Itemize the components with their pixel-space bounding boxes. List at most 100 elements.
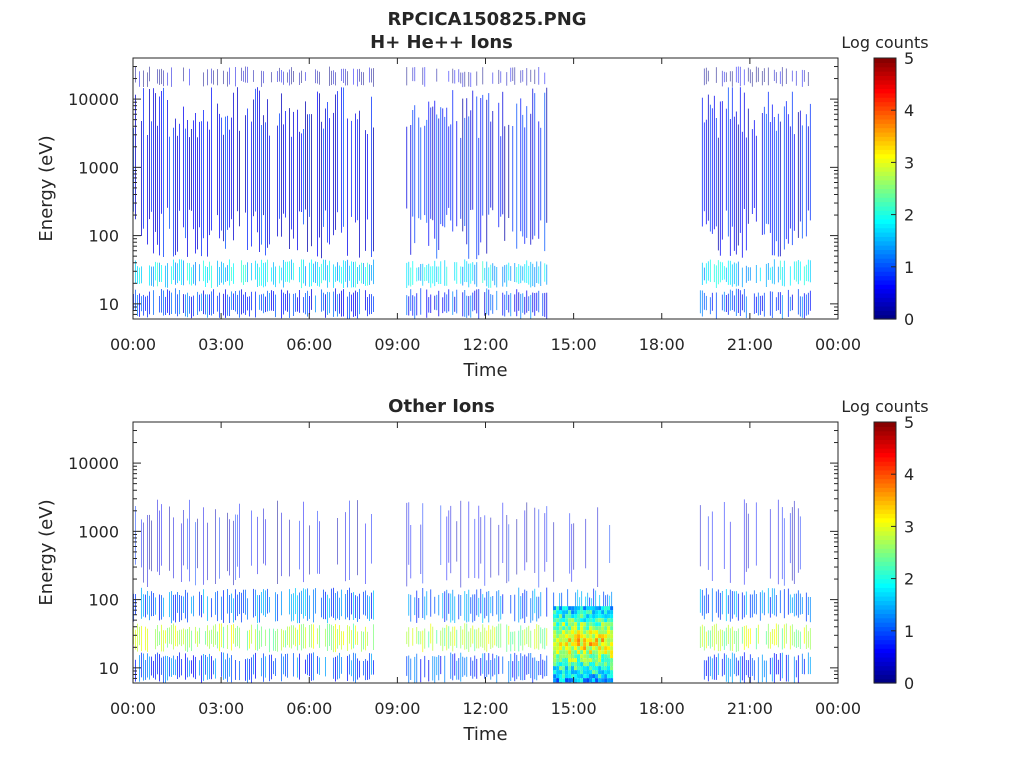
colorbar-segment [874, 435, 896, 440]
colorbar-segment [874, 88, 896, 94]
burst-cell [553, 662, 557, 667]
spectrogram-cell [257, 624, 258, 651]
spectrogram-cell [486, 660, 488, 677]
spectrogram-cell [249, 296, 250, 317]
spectrogram-cell [492, 294, 494, 314]
spectrogram-cell [779, 71, 781, 84]
burst-cell [592, 634, 596, 639]
spectrogram-cell [241, 289, 242, 315]
spectrogram-cell [275, 294, 276, 318]
burst-cell [610, 638, 614, 643]
colorbar-segment [874, 543, 896, 549]
spectrogram-cell [498, 524, 500, 576]
colorbar-segment [874, 469, 896, 475]
spectrogram-cell [287, 653, 288, 678]
spectrogram-cell [337, 262, 338, 281]
spectrogram-cell [492, 653, 494, 677]
burst-cell [574, 670, 578, 675]
spectrogram-cell [450, 505, 452, 574]
spectrogram-cell [719, 592, 721, 620]
spectrogram-cell [422, 67, 424, 85]
burst-cell [592, 678, 596, 683]
spectrogram-cell [779, 292, 781, 314]
spectrogram-cell [789, 594, 791, 614]
spectrogram-cell [430, 589, 432, 617]
spectrogram-cell [791, 597, 793, 613]
spectrogram-cell [189, 660, 190, 677]
burst-cell [568, 670, 572, 675]
spectrogram-cell [486, 630, 488, 652]
spectrogram-cell [319, 657, 320, 675]
spectrogram-cell [161, 289, 162, 313]
burst-cell [559, 670, 563, 675]
spectrogram-cell [157, 499, 158, 572]
spectrogram-cell [343, 631, 344, 646]
spectrogram-cell [534, 267, 536, 288]
spectrogram-cell [526, 502, 528, 563]
burst-cell [565, 662, 569, 667]
burst-cell [562, 610, 566, 615]
spectrogram-cell [271, 654, 272, 680]
burst-cell [583, 674, 587, 679]
spectrogram-cell [165, 265, 166, 288]
burst-cell [577, 638, 581, 643]
burst-cell [598, 606, 602, 611]
spectrogram-cell [269, 628, 270, 653]
spectrogram-cell [291, 67, 292, 85]
burst-cell [574, 634, 578, 639]
spectrogram-cell [225, 659, 226, 679]
spectrogram-cell [779, 653, 781, 681]
colorbar-segment [874, 179, 896, 185]
spectrogram-cell [159, 69, 160, 85]
burst-cell [559, 638, 563, 643]
spectrogram-cell [540, 654, 542, 675]
y-tick-label: 10000 [68, 90, 119, 109]
spectrogram-cell [141, 296, 142, 312]
spectrogram-cell [203, 72, 204, 87]
burst-cell [595, 678, 599, 683]
spectrogram-cell [530, 69, 532, 82]
burst-cell [574, 654, 578, 659]
x-tick-label: 00:00 [815, 335, 861, 354]
colorbar-segment [874, 665, 896, 671]
spectrogram-cell [333, 657, 334, 679]
spectrogram-cell [287, 261, 288, 282]
burst-cell [583, 666, 587, 671]
burst-cell [571, 658, 575, 663]
spectrogram-cell [333, 291, 334, 317]
spectrogram-cell [359, 264, 360, 281]
burst-cell [556, 654, 560, 659]
burst-cell [586, 666, 590, 671]
spectrogram-cell [219, 267, 220, 285]
spectrogram-cell [753, 660, 755, 681]
spectrogram-cell [309, 625, 310, 648]
spectrogram-cell [699, 505, 701, 567]
spectrogram-cell [494, 627, 496, 646]
spectrogram-cell [251, 510, 252, 566]
spectrogram-cell [767, 588, 769, 614]
burst-cell [610, 650, 614, 655]
spectrogram-cell [803, 658, 805, 675]
colorbar-tick-label: 4 [904, 101, 914, 120]
spectrogram-cell [169, 506, 170, 571]
burst-cell [598, 622, 602, 627]
spectrogram-cell [534, 629, 536, 650]
spectrogram-cell [237, 625, 238, 647]
spectrogram-cell [446, 266, 448, 286]
spectrogram-cell [729, 119, 731, 256]
spectrogram-cell [769, 657, 771, 675]
spectrogram-cell [373, 590, 374, 620]
burst-cell [559, 674, 563, 679]
spectrogram-cell [283, 656, 284, 675]
spectrogram-cell [137, 623, 138, 652]
burst-cell [598, 674, 602, 679]
spectrogram-cell [805, 114, 807, 237]
spectrogram-cell [408, 655, 410, 683]
burst-cell [607, 634, 611, 639]
burst-cell [598, 654, 602, 659]
burst-cell [607, 622, 611, 627]
burst-cell [565, 622, 569, 627]
burst-cell [583, 614, 587, 619]
spectrogram-cell [337, 294, 338, 317]
spectrogram-cell [361, 631, 362, 652]
